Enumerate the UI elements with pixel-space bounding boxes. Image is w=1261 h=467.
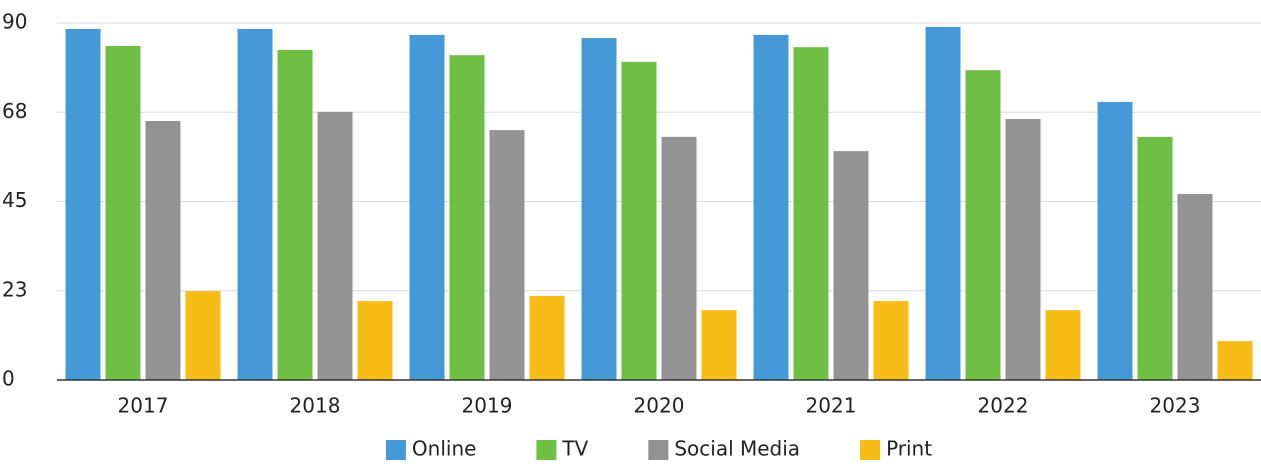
bar [621,61,657,381]
bar [1177,193,1213,380]
legend-label: Online [412,437,477,461]
bar [873,301,909,380]
bar [237,28,273,380]
bar [833,151,869,380]
bar [185,291,221,380]
bar [317,111,353,380]
y-tick-label: 90 [2,10,27,34]
x-tick-label: 2020 [634,394,685,418]
bar [661,136,697,380]
y-tick-label: 0 [2,367,15,391]
bar [581,38,617,380]
bar [1217,341,1253,380]
bar [793,47,829,381]
bar [449,55,485,380]
bar [1097,101,1133,380]
x-tick-label: 2022 [978,394,1029,418]
x-tick-label: 2019 [462,394,513,418]
bar [965,70,1001,380]
legend-swatch [648,440,669,460]
y-tick-label: 45 [2,188,27,212]
bar [1045,310,1081,380]
legend-label: Print [886,437,932,461]
y-tick-label: 23 [2,277,27,301]
bar [489,130,525,380]
bar [357,301,393,380]
legend-label: Social Media [674,437,800,461]
x-tick-label: 2018 [290,394,341,418]
bar [105,46,141,381]
legend: Online TV Social Media Print [385,437,932,461]
legend-swatch [536,440,557,460]
bar [925,26,961,380]
x-tick-label: 2017 [118,394,169,418]
bar [529,295,565,380]
bar [65,28,101,380]
legend-swatch [860,440,881,460]
bar [753,34,789,381]
bar [1137,136,1173,380]
bar [1005,118,1041,380]
bar [409,34,445,381]
y-tick-label: 68 [2,99,27,123]
x-tick-label: 2021 [806,394,857,418]
legend-swatch [385,440,406,460]
x-tick-label: 2023 [1150,394,1201,418]
bar [701,310,737,380]
bar [145,120,181,380]
legend-label: TV [561,437,588,461]
bar [277,49,313,381]
